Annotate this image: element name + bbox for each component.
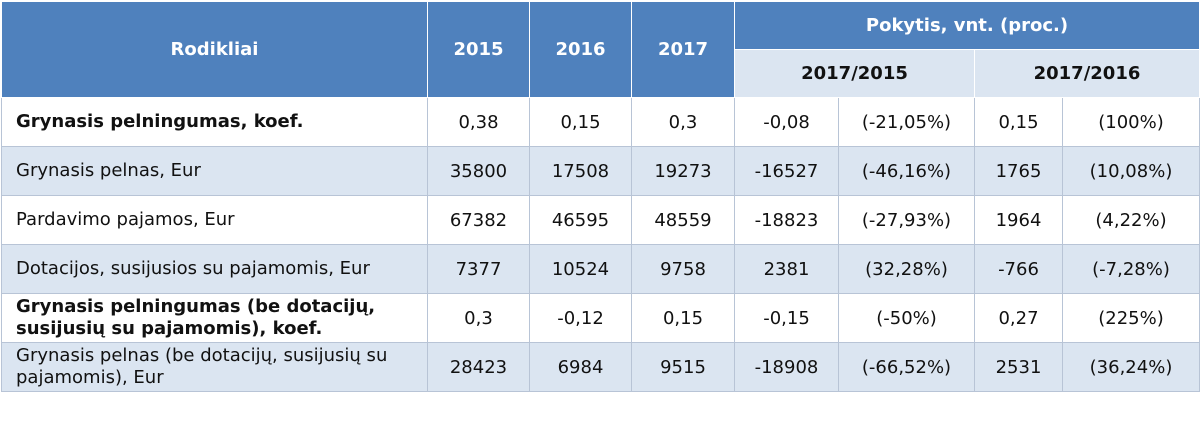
change-2017-2015: -0,08 <box>734 97 839 147</box>
change-pct-2017-2016: (225%) <box>1061 293 1200 343</box>
value-2016: 10524 <box>529 244 632 294</box>
header-year-2016: 2016 <box>529 1 632 98</box>
value-2015: 67382 <box>427 195 530 245</box>
row-label: Pardavimo pajamos, Eur <box>1 195 428 245</box>
value-2016: -0,12 <box>529 293 632 343</box>
value-2017: 0,3 <box>631 97 735 147</box>
change-pct-2017-2016: (36,24%) <box>1061 342 1200 392</box>
change-2017-2016: 1964 <box>974 195 1063 245</box>
header-period-2017-2016: 2017/2016 <box>973 49 1200 98</box>
value-2016: 46595 <box>529 195 632 245</box>
value-2015: 0,38 <box>427 97 530 147</box>
value-2015: 35800 <box>427 146 530 196</box>
row-label: Grynasis pelningumas (be dotacijų, susij… <box>1 293 428 343</box>
change-2017-2015: -0,15 <box>734 293 839 343</box>
row-label: Grynasis pelnas (be dotacijų, susijusių … <box>1 342 428 392</box>
change-2017-2016: 2531 <box>974 342 1063 392</box>
change-2017-2016: 1765 <box>974 146 1063 196</box>
change-pct-2017-2015: (32,28%) <box>838 244 975 294</box>
change-2017-2016: -766 <box>974 244 1063 294</box>
row-label: Grynasis pelningumas, koef. <box>1 97 428 147</box>
value-2017: 48559 <box>631 195 735 245</box>
change-2017-2015: -18823 <box>734 195 839 245</box>
table-row: Dotacijos, susijusios su pajamomis, Eur 7… <box>1 244 1200 294</box>
row-label: Grynasis pelnas, Eur <box>1 146 428 196</box>
change-2017-2015: -16527 <box>734 146 839 196</box>
change-pct-2017-2016: (4,22%) <box>1061 195 1200 245</box>
value-2017: 0,15 <box>631 293 735 343</box>
table-row: Pardavimo pajamos, Eur 67382 46595 48559 -18… <box>1 195 1200 245</box>
table-body: Grynasis pelningumas, koef. 0,38 0,15 0,3 -0… <box>1 97 1200 392</box>
header-change: Pokytis, vnt. (proc.) <box>733 1 1200 50</box>
value-2015: 7377 <box>427 244 530 294</box>
value-2015: 0,3 <box>427 293 530 343</box>
change-pct-2017-2015: (-21,05%) <box>838 97 975 147</box>
change-2017-2016: 0,27 <box>974 293 1063 343</box>
value-2016: 6984 <box>529 342 632 392</box>
change-pct-2017-2015: (-46,16%) <box>838 146 975 196</box>
row-label: Dotacijos, susijusios su pajamomis, Eur <box>1 244 428 294</box>
value-2016: 17508 <box>529 146 632 196</box>
change-pct-2017-2015: (-66,52%) <box>838 342 975 392</box>
change-pct-2017-2015: (-27,93%) <box>838 195 975 245</box>
value-2017: 19273 <box>631 146 735 196</box>
change-pct-2017-2016: (-7,28%) <box>1061 244 1200 294</box>
table-row: Grynasis pelnas, Eur 35800 17508 19273 -1652… <box>1 146 1200 196</box>
change-2017-2015: -18908 <box>734 342 839 392</box>
change-pct-2017-2015: (-50%) <box>838 293 975 343</box>
value-2017: 9515 <box>631 342 735 392</box>
value-2017: 9758 <box>631 244 735 294</box>
table-row: Grynasis pelningumas, koef. 0,38 0,15 0,3 -0… <box>1 97 1200 147</box>
header-period-2017-2015: 2017/2015 <box>734 49 975 98</box>
table-row: Grynasis pelningumas (be dotacijų, susij… <box>1 293 1200 343</box>
table-header: Rodikliai 2015 2016 2017 Pokytis, vnt. (… <box>1 1 1200 98</box>
table-row: Grynasis pelnas (be dotacijų, susijusių … <box>1 342 1200 392</box>
change-pct-2017-2016: (10,08%) <box>1061 146 1200 196</box>
change-2017-2015: 2381 <box>734 244 839 294</box>
header-rodikliai: Rodikliai <box>1 1 428 98</box>
value-2015: 28423 <box>427 342 530 392</box>
value-2016: 0,15 <box>529 97 632 147</box>
change-pct-2017-2016: (100%) <box>1061 97 1200 147</box>
header-year-2015: 2015 <box>427 1 530 98</box>
header-year-2017: 2017 <box>631 1 735 98</box>
change-2017-2016: 0,15 <box>974 97 1063 147</box>
indicators-table: Rodikliai 2015 2016 2017 Pokytis, vnt. (… <box>1 1 1200 392</box>
